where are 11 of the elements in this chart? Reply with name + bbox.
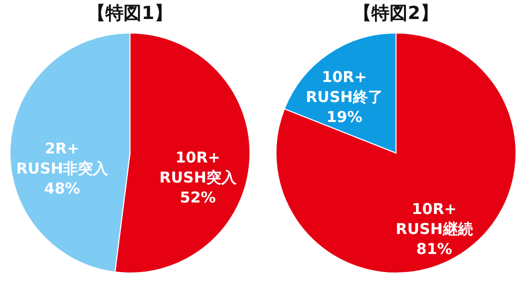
data-label: 81% (416, 240, 452, 258)
chart-title: 【特図1】 (88, 3, 172, 24)
slice-label: 10R+ RUSH終了 (306, 68, 383, 106)
slice-label: 10R+ RUSH突入 (159, 148, 238, 186)
slice-label: 2R+ RUSH非突入 (16, 140, 110, 178)
data-label: 52% (180, 188, 216, 206)
data-label: 19% (326, 108, 362, 126)
pie-slice (276, 32, 516, 274)
data-label: 48% (44, 180, 80, 198)
chart-title: 【特図2】 (354, 3, 438, 24)
slice-label: 10R+ RUSH継続 (396, 200, 473, 238)
